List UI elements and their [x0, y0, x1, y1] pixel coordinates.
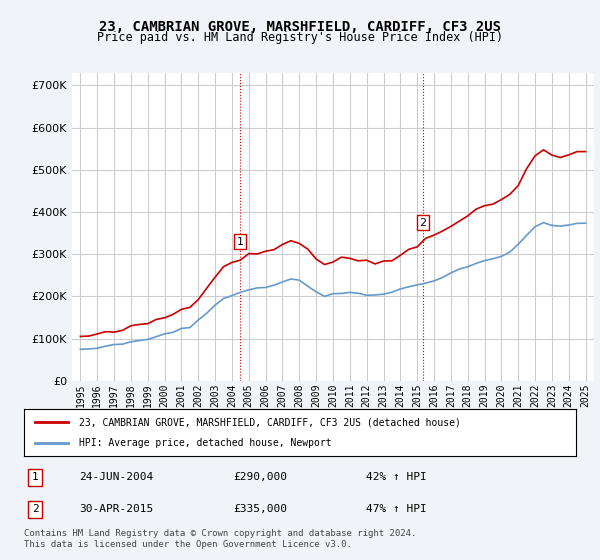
Text: 42% ↑ HPI: 42% ↑ HPI	[366, 472, 427, 482]
Text: £290,000: £290,000	[234, 472, 288, 482]
Text: Contains HM Land Registry data © Crown copyright and database right 2024.
This d: Contains HM Land Registry data © Crown c…	[24, 529, 416, 549]
Text: £335,000: £335,000	[234, 505, 288, 515]
Text: Price paid vs. HM Land Registry's House Price Index (HPI): Price paid vs. HM Land Registry's House …	[97, 31, 503, 44]
Text: 23, CAMBRIAN GROVE, MARSHFIELD, CARDIFF, CF3 2US (detached house): 23, CAMBRIAN GROVE, MARSHFIELD, CARDIFF,…	[79, 417, 461, 427]
Text: 47% ↑ HPI: 47% ↑ HPI	[366, 505, 427, 515]
Text: 1: 1	[236, 237, 244, 246]
Text: 24-JUN-2004: 24-JUN-2004	[79, 472, 154, 482]
Text: 23, CAMBRIAN GROVE, MARSHFIELD, CARDIFF, CF3 2US: 23, CAMBRIAN GROVE, MARSHFIELD, CARDIFF,…	[99, 20, 501, 34]
Text: 2: 2	[32, 505, 38, 515]
Text: 30-APR-2015: 30-APR-2015	[79, 505, 154, 515]
Text: 2: 2	[419, 218, 427, 228]
Text: 1: 1	[32, 472, 38, 482]
Text: HPI: Average price, detached house, Newport: HPI: Average price, detached house, Newp…	[79, 438, 332, 448]
